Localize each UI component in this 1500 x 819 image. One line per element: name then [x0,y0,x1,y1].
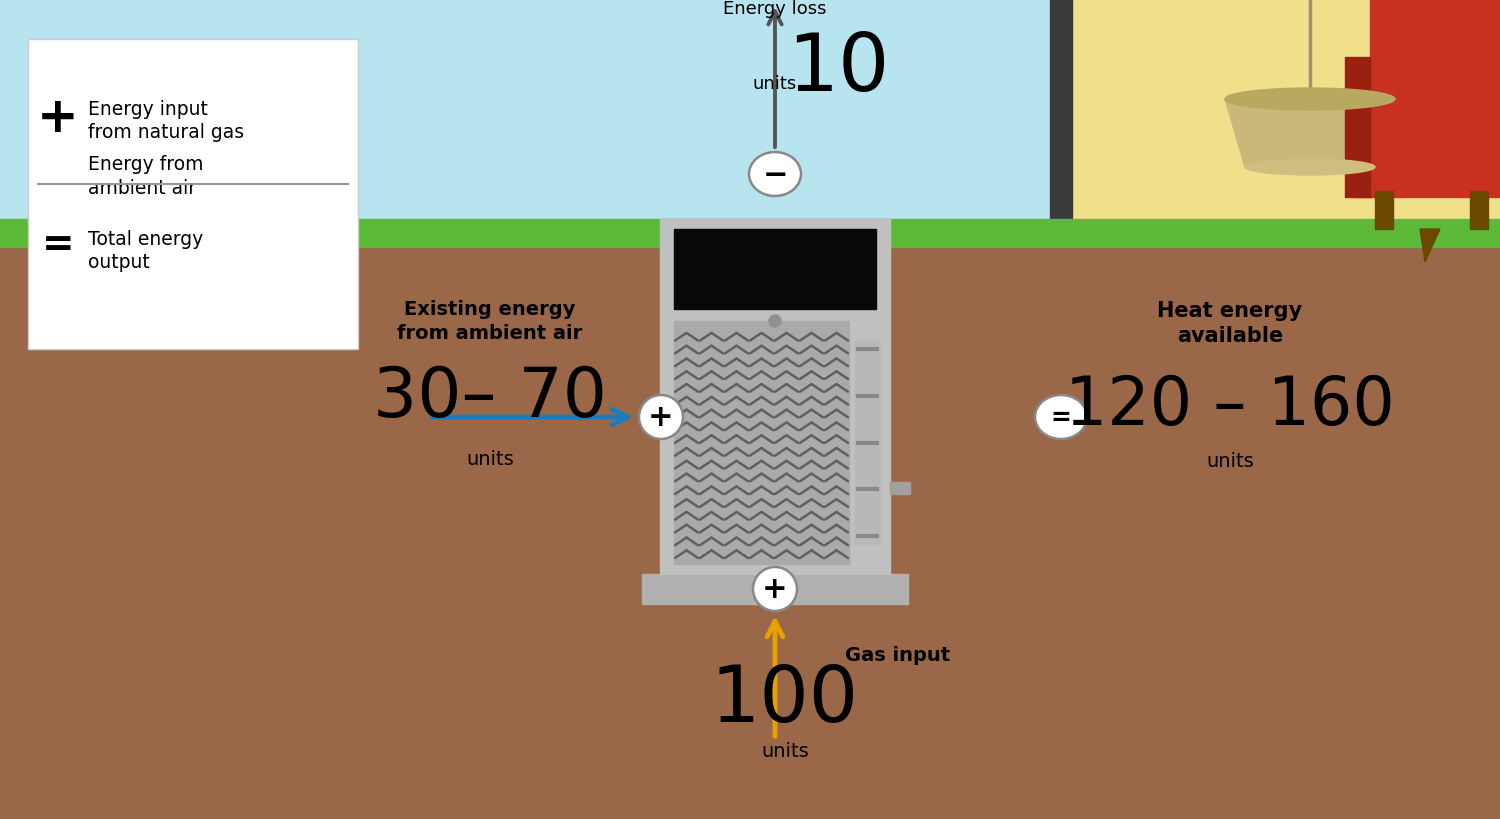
Bar [1346,58,1370,197]
Text: 100: 100 [711,661,860,737]
Text: =: = [42,226,75,264]
Text: units: units [466,450,514,469]
Text: Energy loss: Energy loss [723,0,827,18]
Text: Energy input
from natural gas: Energy input from natural gas [88,100,244,143]
Bar [855,342,880,545]
Bar [1050,0,1072,247]
Bar [0,219,1500,247]
Text: Total energy
output: Total energy output [88,229,204,272]
Bar [1470,192,1488,229]
Circle shape [770,315,782,328]
Text: units: units [753,75,796,93]
FancyBboxPatch shape [28,40,358,350]
Ellipse shape [748,153,801,197]
Ellipse shape [639,396,682,440]
Ellipse shape [753,568,796,611]
Text: 30– 70: 30– 70 [374,364,608,431]
Bar [1370,0,1500,158]
Text: =: = [1050,405,1071,429]
Ellipse shape [1035,396,1088,440]
Text: Gas input: Gas input [844,645,950,664]
Bar [660,219,890,574]
Bar [674,229,876,310]
Bar [1072,0,1500,247]
Polygon shape [1226,100,1395,168]
Bar [642,574,908,604]
Bar [1376,192,1394,229]
Text: Existing energy
from ambient air: Existing energy from ambient air [398,300,582,342]
Text: Energy from
ambient air: Energy from ambient air [88,155,204,197]
Bar [1354,143,1500,197]
Ellipse shape [1245,160,1376,176]
Text: Heat energy
available: Heat energy available [1158,301,1302,346]
Text: units: units [1206,452,1254,471]
Bar [0,247,1500,819]
Polygon shape [1420,229,1440,263]
Text: +: + [762,575,788,604]
Bar [890,482,910,495]
Text: −: − [762,161,788,189]
Text: 120 – 160: 120 – 160 [1065,373,1395,438]
Ellipse shape [1226,89,1395,111]
Bar [674,322,849,564]
Text: +: + [648,403,674,432]
Text: units: units [760,741,808,761]
Text: +: + [38,94,80,142]
Text: 10: 10 [788,30,889,108]
